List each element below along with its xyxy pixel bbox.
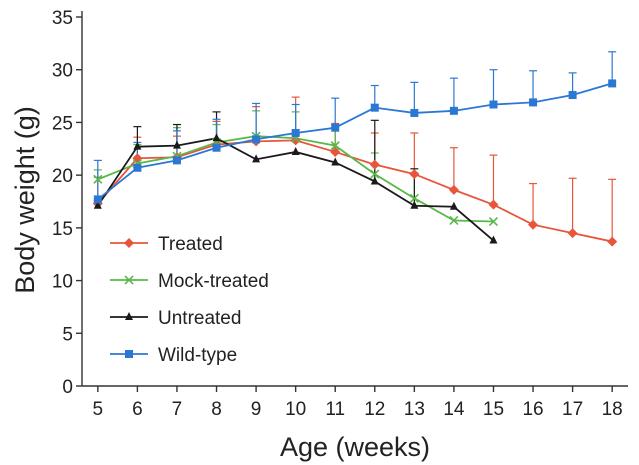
treated-line xyxy=(97,139,613,243)
untreated-data-point xyxy=(252,154,261,163)
untreated-data-point xyxy=(331,157,340,166)
mock-treated-data-point xyxy=(370,169,380,179)
marker-stroke xyxy=(93,174,103,184)
x-tick-label: 5 xyxy=(93,399,104,420)
mock-treated-data-point xyxy=(409,193,419,203)
x-tick-label: 13 xyxy=(404,399,425,420)
wild-type-data-point xyxy=(93,195,102,204)
wild-type-data-point xyxy=(568,91,577,100)
legend-marker-treated xyxy=(124,238,134,248)
legend: Treated Mock-treated Untreated Wild-type xyxy=(110,234,269,366)
legend-label-untreated: Untreated xyxy=(158,308,241,329)
x-tick-label: 10 xyxy=(285,399,306,420)
legend-label-mock-treated: Mock-treated xyxy=(158,271,269,292)
legend-label-treated: Treated xyxy=(158,234,223,255)
x-axis-title: Age (weeks) xyxy=(280,432,430,462)
x-tick-label: 9 xyxy=(251,399,262,420)
wild-type-data-point xyxy=(410,108,419,117)
wild-type-data-point xyxy=(331,123,340,132)
untreated-data-point xyxy=(449,201,458,210)
treated-data-point xyxy=(330,146,341,157)
x-tick-label: 14 xyxy=(443,399,465,420)
error-bars xyxy=(93,51,617,242)
legend-marker-mock-treated xyxy=(124,275,134,285)
y-tick-label: 15 xyxy=(52,219,73,240)
y-tick-label: 10 xyxy=(52,272,73,293)
mock-treated-data-point xyxy=(449,215,459,226)
x-tick-label: 8 xyxy=(211,399,222,420)
y-tick-label: 0 xyxy=(62,377,73,398)
y-tick-label: 30 xyxy=(52,61,73,82)
mock-treated-data-point xyxy=(93,174,103,184)
untreated-data-point xyxy=(489,235,498,244)
marker-stroke xyxy=(370,169,380,179)
x-tick-label: 6 xyxy=(132,399,143,420)
treated-data-point xyxy=(290,135,301,146)
treated-data-point xyxy=(528,219,539,230)
untreated-data-point xyxy=(93,200,102,209)
axis-labels: Age (weeks) Body weight (g) xyxy=(10,106,430,462)
mock-treated-data-point xyxy=(330,141,340,151)
x-tick-label: 12 xyxy=(364,399,385,420)
untreated-data-point xyxy=(133,141,142,150)
wild-type-data-point xyxy=(370,103,379,112)
treated-data-point xyxy=(448,184,459,195)
x-tick-label: 7 xyxy=(172,399,183,420)
legend-marker-untreated xyxy=(125,312,133,320)
wild-type-data-point xyxy=(291,128,300,137)
x-tick-label: 15 xyxy=(483,399,504,420)
y-tick-label: 5 xyxy=(62,324,73,345)
treated-data-point xyxy=(409,169,420,180)
x-tick-label: 18 xyxy=(602,399,623,420)
wild-type-data-point xyxy=(212,143,221,152)
marker-stroke xyxy=(488,216,499,227)
wild-type-data-point xyxy=(172,156,181,165)
wild-type-data-point xyxy=(608,79,617,88)
untreated-data-point xyxy=(291,146,300,155)
wild-type-data-point xyxy=(489,100,498,109)
legend-marker-wild-type xyxy=(125,350,133,358)
series-markers xyxy=(92,79,618,247)
treated-data-point xyxy=(607,236,618,247)
y-tick-label: 20 xyxy=(52,166,73,187)
y-tick-label: 35 xyxy=(52,8,73,29)
marker-stroke xyxy=(409,193,419,203)
x-tick-label: 11 xyxy=(325,399,345,420)
untreated-data-point xyxy=(172,140,181,149)
y-tick-label: 25 xyxy=(52,113,73,134)
legend-label-wild-type: Wild-type xyxy=(158,345,237,366)
treated-data-point xyxy=(488,199,499,210)
y-axis-title: Body weight (g) xyxy=(10,106,40,294)
wild-type-data-point xyxy=(133,163,142,172)
treated-data-point xyxy=(567,228,578,239)
wild-type-line xyxy=(97,82,613,201)
wild-type-data-point xyxy=(449,106,458,115)
mock-treated-data-point xyxy=(488,216,499,227)
x-tick-label: 16 xyxy=(522,399,543,420)
untreated-data-point xyxy=(212,133,221,142)
marker-stroke xyxy=(449,215,459,226)
untreated-data-point xyxy=(370,176,379,185)
x-tick-label: 17 xyxy=(562,399,583,420)
untreated-data-point xyxy=(410,200,419,209)
marker-stroke xyxy=(124,275,134,285)
treated-data-point xyxy=(369,159,380,170)
wild-type-data-point xyxy=(529,98,538,107)
marker-stroke xyxy=(330,141,340,151)
wild-type-data-point xyxy=(252,135,261,144)
